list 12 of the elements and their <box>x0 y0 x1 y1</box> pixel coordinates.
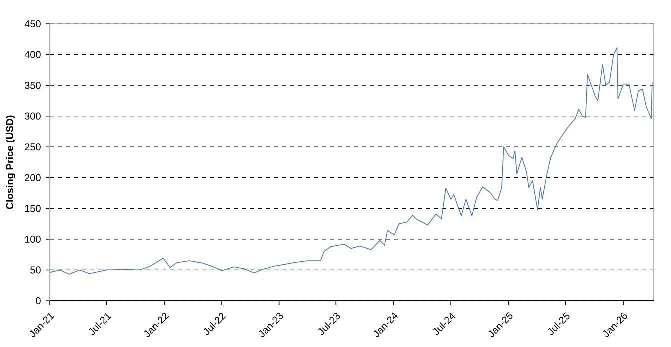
y-tick-label: 250 <box>25 144 41 151</box>
y-tick-label: 400 <box>24 51 41 58</box>
y-tick-label: 450 <box>24 20 41 28</box>
y-tick-label: 0 <box>36 297 41 305</box>
y-axis-title: Closing Price (USD) <box>6 116 16 210</box>
y-tick-label: 100 <box>25 236 41 243</box>
y-tick-label: 300 <box>24 112 41 120</box>
y-tick-label: 200 <box>25 174 41 182</box>
y-tick-label: 350 <box>24 82 41 90</box>
y-tick-label: 50 <box>30 266 41 274</box>
y-tick-label: 150 <box>25 205 41 212</box>
line-series <box>50 48 653 275</box>
